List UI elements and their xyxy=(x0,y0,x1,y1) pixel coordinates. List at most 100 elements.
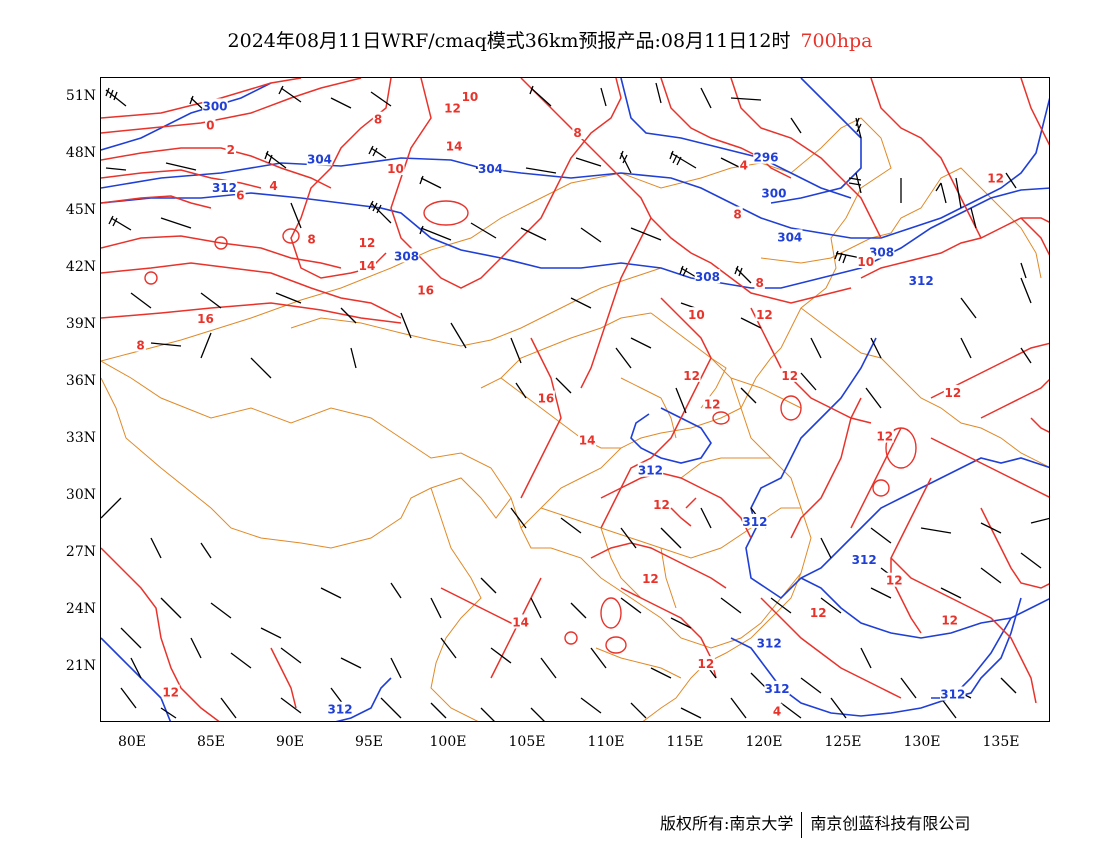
height-contours xyxy=(101,78,1049,721)
temperature-closed-contours xyxy=(144,200,917,654)
temperature-contour-label: 12 xyxy=(704,397,721,411)
temperature-contour-label: 12 xyxy=(697,657,714,671)
temperature-contour-label: 8 xyxy=(374,113,382,127)
height-label-bg xyxy=(742,513,768,528)
footer-right: 南京创蓝科技有限公司 xyxy=(810,814,971,833)
temperature-contour-label: 8 xyxy=(307,232,315,246)
lat-tick-label: 39N xyxy=(65,316,96,332)
height-contour-label: 304 xyxy=(478,162,503,176)
temperature-label-bg xyxy=(738,157,750,172)
temperature-contour-label: 14 xyxy=(359,259,376,273)
map-title: 2024年08月11日WRF/cmaq模式36km预报产品:08月11日12时 7… xyxy=(0,26,1100,53)
temperature-label-bg xyxy=(306,231,317,246)
temperature-contour-label: 14 xyxy=(512,615,529,629)
temperature-label-bg xyxy=(161,684,180,699)
temperature-contour-label: 4 xyxy=(269,179,277,193)
boundary-lines xyxy=(101,117,1049,721)
temperature-contour-label: 12 xyxy=(653,498,670,512)
lon-tick-label: 115E xyxy=(666,734,704,750)
height-label-bg xyxy=(211,180,238,195)
lat-tick-label: 33N xyxy=(65,430,96,446)
temperature-contour-label: 12 xyxy=(642,572,659,586)
temperature-label-bg xyxy=(358,257,376,272)
temperature-label-bg xyxy=(443,100,462,115)
temperature-label-bg xyxy=(755,307,774,322)
height-label-bg xyxy=(477,161,504,176)
height-contour-label: 312 xyxy=(940,688,965,702)
temperature-contour-label: 12 xyxy=(444,101,461,115)
temperature-contour-label: 12 xyxy=(683,369,700,383)
temperature-contour-label: 14 xyxy=(446,139,463,153)
temperature-label-bg xyxy=(809,604,828,619)
height-contour-label: 304 xyxy=(777,230,802,244)
height-contour-label: 308 xyxy=(394,249,419,263)
temperature-label-bg xyxy=(754,274,765,289)
temperature-label-bg xyxy=(386,161,405,176)
temperature-contour-label: 8 xyxy=(573,126,581,140)
lon-tick-label: 125E xyxy=(824,734,862,750)
height-label-bg xyxy=(327,701,353,716)
temperature-label-bg xyxy=(687,307,706,322)
temperature-contour-label: 10 xyxy=(857,255,874,269)
height-contour-label: 312 xyxy=(757,636,782,650)
temperature-contour-label: 10 xyxy=(688,308,705,322)
temperature-contour-label: 16 xyxy=(417,283,434,297)
height-label-bg xyxy=(851,551,877,566)
height-contour-label: 312 xyxy=(328,703,353,717)
temperature-contour-label: 2 xyxy=(227,143,235,157)
temperature-label-bg xyxy=(943,384,962,399)
footer-left: 版权所有:南京大学 xyxy=(660,814,794,833)
weather-map: 300 304 304 296 300 304 308 308 308 312 312 312 312 3… xyxy=(100,77,1050,722)
temperature-label-bg xyxy=(641,570,660,585)
height-contour-label: 312 xyxy=(638,464,663,478)
temperature-contour-label: 8 xyxy=(136,338,144,352)
temperature-contour-label: 12 xyxy=(756,308,773,322)
height-contour-label: 312 xyxy=(212,181,237,195)
wind-barbs xyxy=(101,82,1049,721)
lat-tick-label: 24N xyxy=(65,601,96,617)
temperature-contour-label: 12 xyxy=(944,386,961,400)
lat-tick-label: 36N xyxy=(65,373,96,389)
lon-tick-label: 100E xyxy=(429,734,467,750)
height-contour-labels: 300 304 304 296 300 304 308 308 308 312 312 312 312 3… xyxy=(202,98,966,717)
temperature-label-bg xyxy=(235,187,246,202)
temperature-contour-label: 12 xyxy=(876,430,893,444)
temperature-label-bg xyxy=(358,235,376,250)
temperature-label-bg xyxy=(372,111,384,126)
temperature-contour-label: 12 xyxy=(886,574,903,588)
height-label-bg xyxy=(761,185,787,200)
temperature-label-bg xyxy=(416,282,435,297)
height-contour-label: 312 xyxy=(742,515,767,529)
temperature-label-bg xyxy=(536,390,555,405)
lon-tick-label: 120E xyxy=(745,734,783,750)
temperature-label-bg xyxy=(703,396,722,411)
height-label-bg xyxy=(940,686,966,701)
temperature-label-bg xyxy=(732,206,743,221)
temperature-label-bg xyxy=(682,367,701,382)
temperature-label-bg xyxy=(572,125,583,140)
temperature-label-bg xyxy=(885,572,904,587)
temperature-label-bg xyxy=(135,337,146,352)
lon-tick-label: 85E xyxy=(196,734,226,750)
height-label-bg xyxy=(393,248,420,263)
height-label-bg xyxy=(753,149,779,164)
lon-tick-label: 90E xyxy=(275,734,305,750)
height-contour-label: 312 xyxy=(852,553,877,567)
height-contour-label: 312 xyxy=(765,682,790,696)
temperature-label-bg xyxy=(771,703,783,718)
height-label-bg xyxy=(306,151,333,166)
temperature-contour-label: 4 xyxy=(740,158,748,172)
title-main: 2024年08月11日WRF/cmaq模式36km预报产品:08月11日12时 xyxy=(227,30,791,52)
temperature-contour-label: 4 xyxy=(773,705,781,719)
height-label-bg xyxy=(908,272,934,287)
lat-tick-label: 51N xyxy=(65,88,96,104)
temperature-label-bg xyxy=(196,310,215,325)
temperature-contour-label: 8 xyxy=(755,276,763,290)
height-contour-label: 312 xyxy=(909,274,934,288)
temperature-contour-label: 16 xyxy=(197,312,214,326)
height-contour-label: 300 xyxy=(761,187,786,201)
temperature-label-bg xyxy=(696,656,715,671)
temperature-contour-label: 12 xyxy=(781,369,798,383)
lon-tick-label: 110E xyxy=(587,734,625,750)
height-label-bg xyxy=(202,98,228,113)
